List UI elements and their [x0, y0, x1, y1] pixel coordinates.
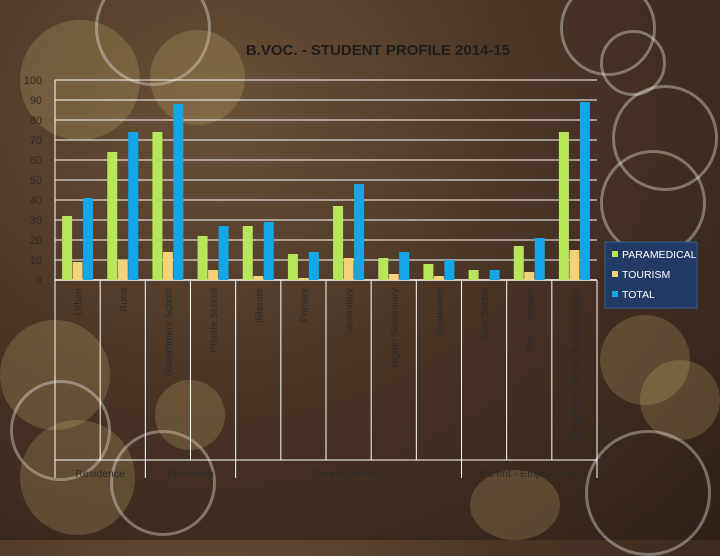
- bar-paramedical: [107, 152, 118, 280]
- y-tick-label: 100: [24, 75, 42, 87]
- group-label: Education: [167, 468, 214, 480]
- x-category-label: Illiterate: [254, 288, 265, 323]
- bar-tourism: [208, 270, 219, 280]
- bar-paramedical: [558, 132, 569, 280]
- legend-label: PARAMEDICAL: [622, 249, 697, 261]
- bar-total: [444, 260, 455, 280]
- x-axis-labels: Urban Rural Government School Private Schoo…: [74, 287, 582, 444]
- bar-total: [128, 132, 139, 280]
- bar-paramedical: [197, 236, 208, 280]
- x-category-label: Graduates: [435, 288, 446, 335]
- bar-chart: B.VOC. - STUDENT PROFILE 2014-15 0 10 20 30…: [24, 42, 698, 480]
- y-tick-label: 10: [30, 255, 42, 267]
- bar-total: [218, 226, 229, 280]
- bar-tourism: [72, 262, 83, 280]
- x-category-label: Government School: [164, 288, 175, 376]
- bar-paramedical: [62, 216, 73, 280]
- bar-paramedical: [423, 264, 434, 280]
- group-label: Parent Literacy: [313, 468, 384, 480]
- y-tick-label: 40: [30, 195, 42, 207]
- bar-total: [489, 270, 500, 280]
- bar-paramedical: [468, 270, 479, 280]
- y-tick-label: 80: [30, 115, 42, 127]
- legend-box: [604, 241, 698, 309]
- group-label: Parent - Employment: [480, 468, 579, 480]
- bar-tourism: [388, 274, 399, 280]
- y-tick-label: 0: [36, 275, 42, 287]
- bar-total: [534, 238, 545, 280]
- bar-paramedical: [378, 258, 389, 280]
- legend-swatch: [612, 251, 618, 257]
- group-label: Residence: [75, 468, 125, 480]
- bar-tourism: [433, 276, 444, 280]
- legend: PARAMEDICAL TOURISM TOTAL: [604, 241, 698, 309]
- bar-total: [83, 198, 94, 280]
- legend-swatch: [612, 291, 618, 297]
- x-category-label: Unorganized Sector & Daily Wages: [570, 288, 581, 444]
- bar-total: [399, 252, 410, 280]
- x-category-label: Higher Secondary: [390, 288, 401, 368]
- y-tick-label: 70: [30, 135, 42, 147]
- bars: [62, 102, 590, 280]
- y-axis: 0 10 20 30 40 50 60 70 80 90 100: [24, 75, 56, 287]
- x-category-label: Secondary: [345, 288, 356, 336]
- bar-tourism: [524, 272, 535, 280]
- legend-label: TOTAL: [622, 289, 655, 301]
- x-category-label: Private School: [209, 288, 220, 352]
- bar-paramedical: [242, 226, 253, 280]
- y-tick-label: 60: [30, 155, 42, 167]
- x-category-label: Rural: [119, 288, 130, 312]
- category-separators: [54, 280, 598, 478]
- bar-paramedical: [287, 254, 298, 280]
- bar-tourism: [117, 260, 128, 280]
- bar-total: [308, 252, 319, 280]
- x-category-label: Pvt. Company: [525, 288, 536, 351]
- y-tick-label: 30: [30, 215, 42, 227]
- bar-total: [579, 102, 590, 280]
- x-category-label: Primary: [299, 288, 310, 322]
- x-category-label: Govt.Sector: [480, 287, 491, 340]
- bar-tourism: [253, 276, 264, 280]
- bar-tourism: [569, 250, 580, 280]
- legend-swatch: [612, 271, 618, 277]
- bar-paramedical: [513, 246, 524, 280]
- y-tick-label: 90: [30, 95, 42, 107]
- bar-tourism: [298, 278, 309, 280]
- bar-total: [173, 104, 184, 280]
- bar-total: [354, 184, 365, 280]
- category-groups: Residence Education Parent Literacy Parent …: [75, 468, 578, 480]
- bar-tourism: [343, 258, 354, 280]
- y-tick-label: 50: [30, 175, 42, 187]
- chart-title: B.VOC. - STUDENT PROFILE 2014-15: [246, 42, 510, 59]
- x-category-label: Urban: [74, 288, 85, 315]
- bar-paramedical: [152, 132, 163, 280]
- y-tick-label: 20: [30, 235, 42, 247]
- legend-label: TOURISM: [622, 269, 670, 281]
- bar-paramedical: [333, 206, 344, 280]
- bar-total: [263, 222, 274, 280]
- bar-tourism: [162, 252, 173, 280]
